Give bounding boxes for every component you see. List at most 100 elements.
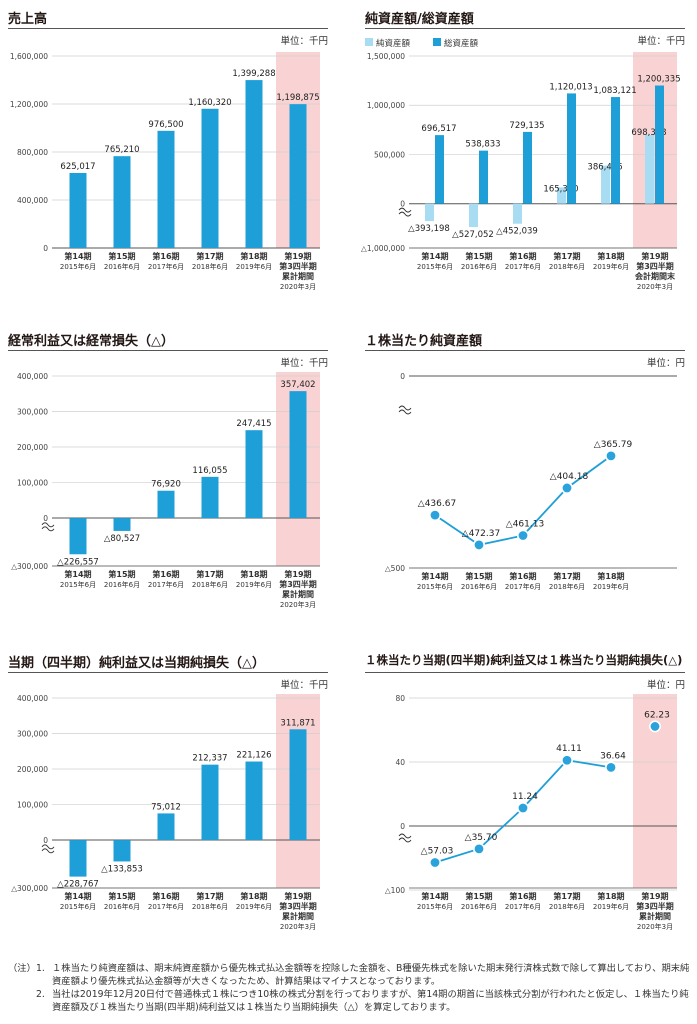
axis-break (398, 207, 412, 217)
x-category-label: 2016年6月 (104, 262, 140, 271)
chart-title: １株当たり純資産額 (365, 334, 483, 349)
bar (479, 150, 488, 204)
x-category-label: 2017年6月 (505, 582, 541, 591)
footnote-label: （注） (8, 963, 36, 974)
data-label: 976,500 (148, 120, 183, 130)
bar (157, 490, 175, 519)
title-rule (365, 672, 685, 673)
axis-break (398, 833, 412, 843)
x-category-label: 第19期 (641, 891, 668, 901)
bar (289, 391, 307, 519)
x-category-label: 第19期 (284, 891, 311, 901)
x-category-label: 2020年3月 (280, 922, 316, 931)
data-label: 11.24 (512, 792, 538, 802)
data-label: 1,160,320 (188, 98, 231, 108)
data-label: 357,402 (280, 380, 315, 390)
legend-swatch (433, 38, 441, 46)
x-category-label: 第14期 (421, 891, 448, 901)
ordinary-panel: 経常利益又は経常損失（△） 単位：千円 △300,000 0 100,000 200,… (8, 330, 328, 630)
x-category-label: 第16期 (509, 251, 536, 261)
chart-title: １株当たり当期(四半期)純利益又は１株当たり当期純損失(△) (365, 653, 683, 667)
bar (201, 476, 219, 519)
data-label: 386,476 (587, 163, 622, 173)
x-category-label: 第17期 (196, 251, 223, 261)
netincome-panel: 当期（四半期）純利益又は当期純損失（△） 単位：千円 △300,000 0 100,… (8, 652, 328, 952)
x-category-label: 第14期 (421, 571, 448, 581)
bar (113, 518, 131, 531)
y-tick-label: 400,000 (17, 196, 48, 205)
y-tick-label: △1,000,000 (361, 244, 405, 253)
data-point (473, 842, 486, 855)
x-category-label: 第15期 (108, 891, 135, 901)
x-category-label: 2017年6月 (148, 902, 184, 911)
title-rule (8, 28, 328, 29)
x-category-label: 第14期 (421, 251, 448, 261)
unit-label: 単位：千円 (280, 358, 328, 369)
x-category-label: 累計期間 (282, 589, 314, 599)
chart-title: 売上高 (8, 12, 48, 27)
ordinary-chart: △300,000 0 100,000 200,000 300,000 400,000 第14… (11, 372, 320, 609)
x-category-label: 2016年6月 (104, 902, 140, 911)
x-category-label: 2016年6月 (104, 580, 140, 589)
x-category-label: 第19期 (284, 251, 311, 261)
axis-break (41, 844, 55, 854)
bar (245, 761, 263, 841)
x-category-label: 第17期 (553, 571, 580, 581)
data-label: 62.23 (644, 710, 670, 720)
x-category-label: 2018年6月 (192, 902, 228, 911)
bar (69, 518, 87, 555)
data-label: 247,415 (236, 419, 271, 429)
x-category-label: 2019年6月 (593, 902, 629, 911)
x-category-label: 第19期 (641, 251, 668, 261)
x-category-label: 第3四半期 (279, 261, 317, 271)
x-category-label: 第15期 (108, 569, 135, 579)
x-category-label: 2020年3月 (637, 282, 673, 291)
x-category-label: 2019年6月 (236, 902, 272, 911)
chart-title: 当期（四半期）純利益又は当期純損失（△） (8, 656, 265, 671)
y-tick-label: 200,000 (17, 443, 48, 452)
x-category-label: 2015年6月 (417, 262, 453, 271)
data-label: 1,120,013 (549, 82, 592, 92)
data-label: △133,853 (101, 864, 143, 874)
data-label: 1,399,288 (232, 69, 275, 79)
x-category-label: 2018年6月 (549, 582, 585, 591)
x-category-label: 2019年6月 (593, 582, 629, 591)
x-category-label: 第15期 (465, 571, 492, 581)
y-tick-label: 0 (43, 514, 48, 523)
x-category-label: 2018年6月 (549, 262, 585, 271)
bar (645, 134, 654, 204)
data-label: △472.37 (462, 529, 500, 539)
x-category-label: 2018年6月 (192, 580, 228, 589)
assets-panel: 純資産額/総資産額 単位：千円 △1,000,000 0 500,000 1,000,… (361, 8, 685, 308)
data-point (561, 754, 574, 767)
unit-label: 単位：千円 (280, 36, 328, 47)
legend-label: 純資産額 (376, 38, 411, 49)
data-label: 538,833 (465, 140, 500, 150)
bar (557, 187, 566, 204)
x-category-label: 第17期 (553, 251, 580, 261)
x-category-label: 第3四半期 (636, 901, 674, 911)
x-category-label: 第17期 (196, 891, 223, 901)
axis-break (41, 522, 55, 532)
data-point (517, 529, 530, 542)
footnote-number: 2. (36, 989, 45, 1000)
x-category-label: 第15期 (465, 251, 492, 261)
y-tick-label: 0 (43, 244, 48, 253)
y-tick-label: 200,000 (17, 765, 48, 774)
data-label: 76,920 (151, 480, 181, 490)
eps-panel: １株当たり当期(四半期)純利益又は１株当たり当期純損失(△) 単位：円 △100… (365, 652, 685, 952)
data-label: 765,210 (104, 145, 139, 155)
data-label: 116,055 (192, 466, 227, 476)
y-tick-label: 300,000 (17, 730, 48, 739)
x-category-label: 2016年6月 (461, 902, 497, 911)
x-category-label: 第14期 (64, 891, 91, 901)
y-tick-label: △300,000 (11, 884, 48, 893)
x-category-label: 2020年3月 (637, 922, 673, 931)
data-label: 729,135 (509, 121, 544, 131)
sales-chart: 0400,000800,0001,200,0001,600,000第14期201… (10, 52, 320, 291)
bar (69, 840, 87, 877)
bar (425, 203, 434, 222)
bar (289, 729, 307, 841)
unit-label: 単位：円 (646, 358, 685, 369)
data-label: △461.13 (506, 520, 544, 530)
